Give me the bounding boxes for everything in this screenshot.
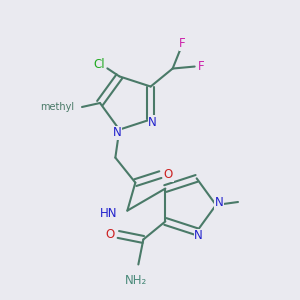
Text: N: N <box>194 229 203 242</box>
Text: Cl: Cl <box>94 58 105 71</box>
Text: F: F <box>198 60 205 73</box>
Text: NH₂: NH₂ <box>125 274 148 287</box>
Text: N: N <box>148 116 157 129</box>
Text: methyl: methyl <box>40 102 74 112</box>
Text: HN: HN <box>100 207 117 220</box>
Text: N: N <box>113 126 122 139</box>
Text: O: O <box>164 168 173 181</box>
Text: N: N <box>214 196 224 209</box>
Text: F: F <box>179 37 186 50</box>
Text: O: O <box>106 228 115 241</box>
